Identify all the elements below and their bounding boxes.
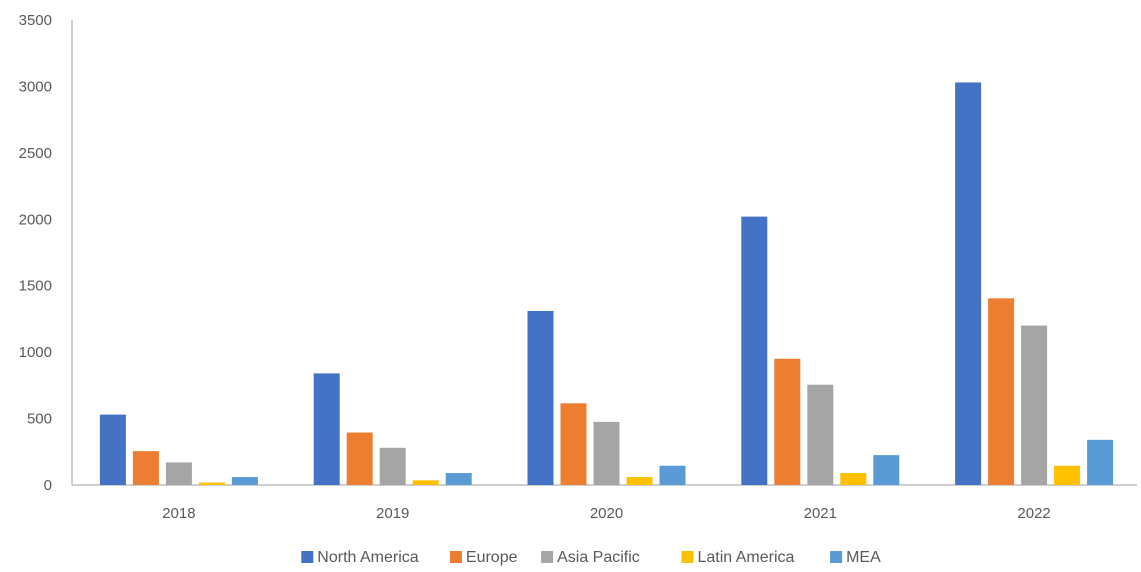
legend-label: Europe (466, 549, 518, 566)
bar-mea-2019 (445, 473, 472, 485)
y-tick-label: 3000 (19, 78, 52, 95)
bar-north-america-2022 (955, 82, 982, 485)
legend-swatch (830, 551, 843, 563)
y-tick-label: 500 (27, 411, 52, 428)
bar-asia-pacific-2021 (807, 384, 834, 485)
bar-mea-2018 (231, 477, 258, 485)
x-tick-label: 2021 (804, 505, 837, 522)
legend-swatch (681, 551, 694, 563)
legend-label: North America (317, 549, 418, 566)
y-tick-label: 2000 (19, 211, 52, 228)
bar-asia-pacific-2018 (165, 462, 192, 485)
bar-latin-america-2021 (840, 473, 867, 485)
bar-latin-america-2019 (412, 480, 439, 485)
legend-label: Latin America (698, 549, 795, 566)
bar-latin-america-2020 (626, 477, 653, 485)
bar-north-america-2020 (527, 310, 554, 485)
bar-europe-2020 (560, 403, 587, 485)
legend-swatch (301, 551, 314, 563)
bar-asia-pacific-2022 (1021, 325, 1048, 485)
x-tick-label: 2018 (162, 505, 195, 522)
bar-latin-america-2018 (198, 482, 225, 485)
bar-europe-2021 (774, 358, 801, 485)
y-tick-label: 3500 (19, 12, 52, 29)
bar-asia-pacific-2020 (593, 421, 620, 485)
y-tick-label: 2500 (19, 145, 52, 162)
bar-north-america-2021 (741, 216, 768, 485)
bar-mea-2022 (1087, 439, 1114, 485)
bar-europe-2022 (988, 298, 1015, 485)
y-tick-label: 1000 (19, 344, 52, 361)
legend-swatch (541, 551, 554, 563)
legend-label: Asia Pacific (557, 549, 640, 566)
bar-europe-2019 (346, 432, 373, 485)
bar-mea-2020 (659, 465, 686, 485)
y-tick-label: 1500 (19, 278, 52, 295)
bar-asia-pacific-2019 (379, 447, 406, 485)
bar-mea-2021 (873, 455, 900, 485)
bar-europe-2018 (132, 451, 159, 485)
x-tick-label: 2019 (376, 505, 409, 522)
x-tick-label: 2020 (590, 505, 623, 522)
legend-swatch (449, 551, 462, 563)
legend-label: MEA (846, 549, 881, 566)
bar-north-america-2018 (99, 414, 126, 485)
bar-north-america-2019 (313, 373, 340, 485)
y-tick-label: 0 (44, 477, 52, 494)
bar-latin-america-2022 (1054, 465, 1081, 485)
x-tick-label: 2022 (1017, 505, 1050, 522)
